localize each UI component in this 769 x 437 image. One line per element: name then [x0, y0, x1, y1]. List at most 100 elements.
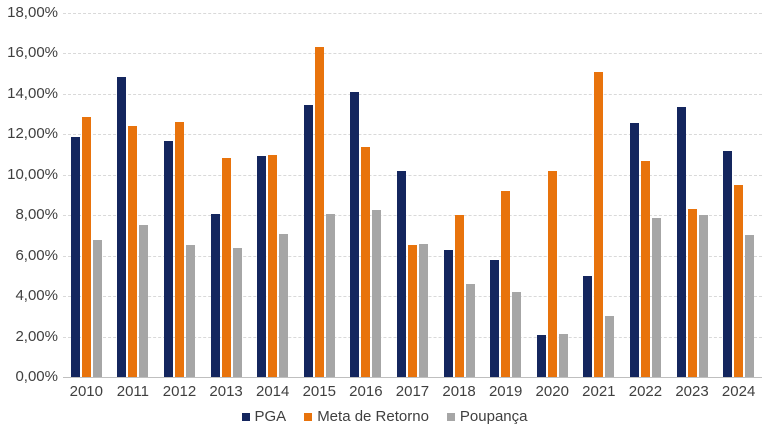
- bar-pga-2022: [629, 123, 639, 377]
- legend-label-pga: PGA: [254, 408, 287, 425]
- bar-group-2010: [63, 13, 110, 377]
- bar-pga-2020: [536, 334, 546, 377]
- bar-meta-de-retorno-2015: [314, 47, 324, 377]
- bar-group-2022: [622, 13, 669, 377]
- bar-pga-2013: [210, 214, 220, 377]
- bar-poupan-a-2016: [372, 210, 382, 377]
- bar-poupan-a-2023: [698, 215, 708, 377]
- bar-poupan-a-2012: [185, 244, 195, 377]
- gridline: [63, 134, 762, 136]
- x-axis-label-2014: 2014: [255, 383, 290, 400]
- legend-item-poupan-a: Poupança: [446, 408, 528, 425]
- bar-pga-2018: [443, 249, 453, 377]
- bar-meta-de-retorno-2013: [221, 157, 231, 377]
- bar-pga-2010: [70, 137, 80, 377]
- bar-poupan-a-2013: [232, 247, 242, 377]
- bar-pga-2023: [676, 107, 686, 377]
- x-axis-label-2017: 2017: [395, 383, 430, 400]
- x-axis-label-2023: 2023: [675, 383, 709, 400]
- bar-pga-2016: [350, 91, 360, 377]
- bar-pga-2017: [396, 170, 406, 377]
- legend-item-pga: PGA: [241, 408, 287, 425]
- bar-poupan-a-2018: [465, 283, 475, 377]
- y-axis-tick-label: 14,00%: [7, 84, 58, 102]
- bar-meta-de-retorno-2017: [407, 244, 417, 377]
- y-axis-tick-label: 12,00%: [7, 125, 58, 143]
- bar-group-2017: [389, 13, 436, 377]
- bar-meta-de-retorno-2011: [128, 126, 138, 377]
- bar-group-2020: [529, 13, 576, 377]
- y-axis: 0,00% 2,00% 4,00% 6,00% 8,00% 10,00% 12,00% 14,…: [0, 5, 58, 385]
- x-axis-label-2016: 2016: [349, 383, 383, 400]
- legend-label-meta-de-retorno: Meta de Retorno: [317, 408, 429, 425]
- bar-poupan-a-2011: [139, 225, 149, 377]
- legend-marker-poupan-a-icon: [446, 412, 455, 421]
- x-axis-label-2010: 2010: [69, 383, 103, 400]
- legend-marker-pga-icon: [241, 412, 250, 421]
- bar-poupan-a-2019: [512, 292, 522, 377]
- x-axis-label-2019: 2019: [488, 383, 523, 400]
- bar-group-2021: [576, 13, 623, 377]
- bar-meta-de-retorno-2020: [547, 170, 557, 377]
- bar-meta-de-retorno-2022: [640, 160, 650, 377]
- bar-group-2024: [715, 13, 762, 377]
- y-axis-tick-label: 8,00%: [15, 206, 58, 224]
- bar-pga-2012: [163, 141, 173, 377]
- bar-group-2018: [436, 13, 483, 377]
- y-axis-tick-label: 2,00%: [15, 327, 58, 345]
- bar-meta-de-retorno-2021: [594, 71, 604, 377]
- x-axis-label-2013: 2013: [209, 383, 243, 400]
- bar-meta-de-retorno-2016: [361, 147, 371, 377]
- bar-pga-2011: [117, 76, 127, 377]
- x-axis-label-2018: 2018: [442, 383, 476, 400]
- bar-group-2019: [482, 13, 529, 377]
- bar-meta-de-retorno-2024: [734, 184, 744, 377]
- x-axis-label-2024: 2024: [721, 383, 756, 400]
- bar-poupan-a-2022: [651, 218, 661, 377]
- bar-poupan-a-2020: [558, 333, 568, 377]
- bar-poupan-a-2014: [279, 234, 289, 377]
- gridline: [63, 174, 762, 176]
- x-axis-label-2022: 2022: [628, 383, 663, 400]
- y-axis-tick-label: 16,00%: [7, 44, 58, 62]
- y-axis-tick-label: 10,00%: [7, 165, 58, 183]
- x-axis-label-2015: 2015: [302, 383, 336, 400]
- legend-marker-meta-de-retorno-icon: [304, 412, 313, 421]
- y-axis-tick-label: 4,00%: [15, 287, 58, 305]
- bar-group-2016: [343, 13, 390, 377]
- legend-item-meta-de-retorno: Meta de Retorno: [304, 408, 429, 425]
- x-axis-label-2011: 2011: [116, 383, 150, 400]
- bar-meta-de-retorno-2019: [501, 190, 511, 377]
- y-axis-tick-label: 0,00%: [15, 368, 58, 385]
- bar-pga-2024: [723, 150, 733, 377]
- bar-group-2011: [110, 13, 157, 377]
- bar-pga-2015: [303, 105, 313, 377]
- bar-poupan-a-2024: [745, 235, 755, 377]
- legend: PGA Meta de Retorno Poupança: [0, 408, 769, 425]
- y-axis-tick-label: 6,00%: [15, 246, 58, 264]
- bar-group-2013: [203, 13, 250, 377]
- x-axis-label-2021: 2021: [582, 383, 616, 400]
- gridline: [63, 13, 762, 14]
- y-axis-tick-label: 18,00%: [7, 4, 58, 21]
- bar-pga-2019: [490, 259, 500, 377]
- bar-group-2012: [156, 13, 203, 377]
- x-axis-label-2012: 2012: [162, 383, 197, 400]
- bar-meta-de-retorno-2018: [454, 215, 464, 377]
- bar-poupan-a-2010: [92, 239, 102, 377]
- x-axis-label-2020: 2020: [535, 383, 569, 400]
- bar-group-2015: [296, 13, 343, 377]
- plot-area: [63, 13, 762, 378]
- bar-meta-de-retorno-2010: [81, 117, 91, 377]
- gridline: [63, 215, 762, 217]
- bar-poupan-a-2015: [325, 214, 335, 377]
- gridline: [63, 53, 762, 55]
- bar-meta-de-retorno-2023: [687, 209, 697, 377]
- x-axis: 2010 2011 2012 2013 2014 2015 2016 2017 2018 2019…: [63, 383, 762, 401]
- legend-label-poupan-a: Poupança: [459, 408, 528, 425]
- bar-poupan-a-2017: [418, 243, 428, 377]
- bar-group-2023: [669, 13, 716, 377]
- bar-pga-2014: [257, 155, 267, 377]
- bar-meta-de-retorno-2012: [174, 122, 184, 377]
